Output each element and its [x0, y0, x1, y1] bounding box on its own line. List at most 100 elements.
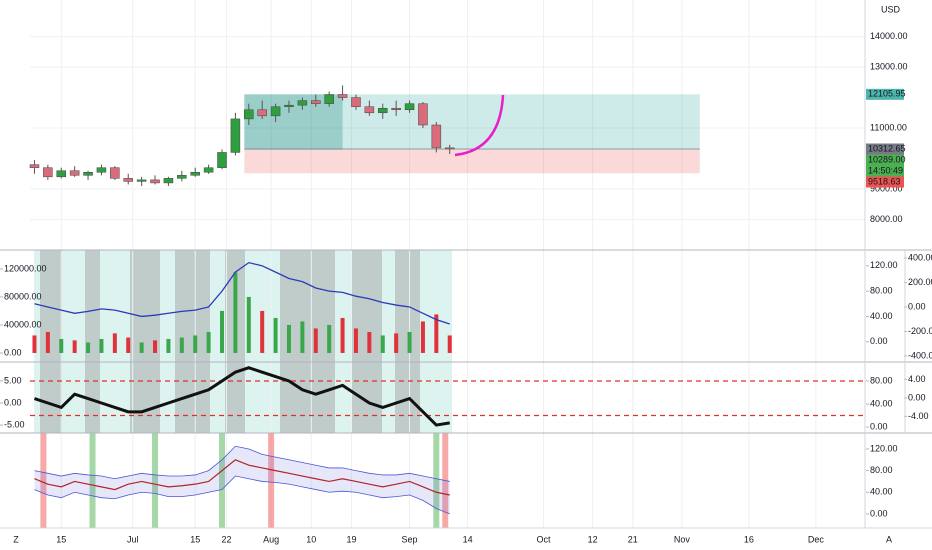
- signal-bar: [89, 433, 96, 528]
- y-tick-label: 120.00: [870, 443, 898, 453]
- countdown-box: [866, 165, 904, 177]
- signal-bar: [40, 433, 47, 528]
- price-label: 10312.65: [868, 143, 906, 153]
- y-tick-label: -4.00: [908, 411, 929, 421]
- x-tick-label: 15: [56, 534, 66, 544]
- price-label: 12105.95: [868, 89, 906, 99]
- y-tick-label: 80.00: [870, 375, 893, 385]
- volume-bar: [353, 328, 358, 353]
- volume-bar: [86, 342, 91, 353]
- volume-bar: [260, 310, 265, 353]
- candle-body: [431, 124, 442, 149]
- y-tick-label: 0.00: [870, 421, 888, 431]
- x-tick-label: 22: [221, 534, 231, 544]
- x-tick-label: 16: [744, 534, 754, 544]
- price-label-box: [866, 143, 904, 155]
- y-tick-label: 80.00: [870, 286, 893, 296]
- y-tick-label: 8000.00: [870, 214, 903, 224]
- volume-bar: [367, 331, 372, 353]
- candle-body: [69, 170, 80, 176]
- series-line: [33, 366, 450, 427]
- y-tick-label: 400.00: [908, 252, 932, 262]
- candle-body: [311, 100, 321, 104]
- volume-bar: [380, 335, 385, 353]
- y-tick-label: 0.00: [908, 301, 926, 311]
- volume-bar: [273, 317, 278, 353]
- candle-body: [364, 106, 375, 114]
- y-tick-label: -400.00: [908, 350, 932, 360]
- indicator-stripes: [40, 250, 420, 433]
- volume-bar: [286, 324, 291, 353]
- y-tick-label: 0.00: [870, 508, 888, 518]
- candle-body: [337, 94, 348, 98]
- currency: USD: [881, 4, 901, 14]
- candle-body: [83, 172, 93, 176]
- volume-bar: [220, 310, 225, 353]
- volume-bar: [59, 338, 64, 353]
- volume-bar: [340, 317, 345, 353]
- candle-body: [391, 107, 401, 111]
- candle-body: [351, 97, 361, 107]
- volume-bar: [420, 321, 425, 353]
- y-tick-label: 200.00: [908, 277, 932, 287]
- corner-button: Z: [13, 534, 19, 544]
- y-tick-label: 0.00: [4, 347, 22, 357]
- volume-bar: [126, 337, 131, 353]
- candle-body: [43, 167, 53, 178]
- y-tick-label: 5.00: [4, 375, 22, 385]
- volume-bar: [193, 335, 198, 353]
- candle-body: [217, 152, 227, 168]
- volume-bar: [112, 333, 117, 353]
- candle-body: [29, 164, 40, 168]
- y-tick-label: 40.00: [870, 311, 893, 321]
- candle-body: [177, 175, 187, 179]
- volume-bar: [45, 331, 50, 353]
- price-label: 10289.00: [868, 154, 906, 164]
- price-label-box: [866, 88, 904, 100]
- y-tick-label: 40.00: [870, 487, 893, 497]
- candle-body: [136, 179, 147, 182]
- y-tick-label: 80000.00: [4, 291, 42, 301]
- candle-body: [150, 179, 160, 184]
- volume-bar: [139, 342, 144, 353]
- volume-bar: [246, 296, 251, 353]
- volume-bar: [407, 331, 412, 353]
- candle-body: [110, 167, 120, 179]
- candle-body: [444, 147, 455, 150]
- price-label-box: [866, 176, 904, 188]
- candle-body: [418, 103, 428, 126]
- x-tick-label: Aug: [263, 534, 279, 544]
- volume-bar: [300, 321, 305, 353]
- y-tick-label: -5.00: [4, 419, 25, 429]
- volume-bar: [434, 314, 439, 353]
- candle-body: [270, 106, 281, 117]
- signal-bar: [152, 433, 159, 528]
- candle-body: [123, 178, 133, 182]
- x-tick-label: 19: [346, 534, 356, 544]
- x-tick-label: 12: [588, 534, 598, 544]
- volume-bar: [447, 335, 452, 353]
- y-tick-label: 4.00: [908, 374, 926, 384]
- candle-body: [244, 109, 254, 120]
- x-tick-label: Sep: [402, 534, 418, 544]
- candle-body: [56, 170, 67, 178]
- signal-bar: [433, 433, 440, 528]
- series-line: [34, 475, 450, 515]
- x-tick-label: 10: [306, 534, 316, 544]
- x-tick-label: Nov: [674, 534, 691, 544]
- candle-body: [163, 178, 174, 184]
- candle-body: [96, 167, 107, 173]
- candle-body: [203, 167, 214, 173]
- candle-body: [190, 172, 200, 176]
- countdown: 14:50:49: [868, 165, 903, 175]
- y-tick-label: 9000.00: [870, 183, 903, 193]
- x-tick-label: 14: [463, 534, 473, 544]
- corner-button: A: [886, 534, 892, 544]
- y-tick-label: 120.00: [870, 260, 898, 270]
- signal-bar: [268, 433, 275, 528]
- x-tick-label: 21: [628, 534, 638, 544]
- y-tick-label: 0.00: [870, 336, 888, 346]
- candle-body: [404, 103, 415, 111]
- volume-bar: [233, 272, 238, 353]
